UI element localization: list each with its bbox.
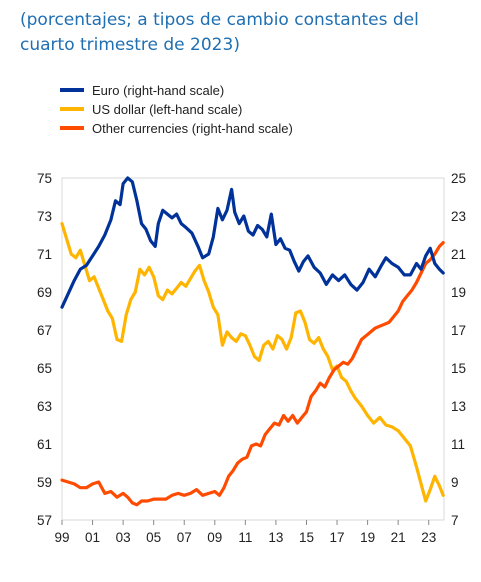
- x-tick-label: 99: [54, 530, 69, 545]
- right-tick-label: 11: [451, 437, 465, 452]
- left-tick-label: 61: [37, 437, 52, 452]
- left-tick-label: 73: [37, 209, 52, 224]
- x-axis: 99 01 03 05 07 09 11 13 15 17 19 21 23: [54, 520, 436, 545]
- right-tick-label: 7: [451, 513, 459, 528]
- series-line-2: [60, 241, 445, 507]
- right-tick-label: 15: [451, 361, 466, 376]
- x-tick-label: 01: [85, 530, 100, 545]
- x-tick-label: 03: [116, 530, 131, 545]
- right-tick-label: 13: [451, 399, 466, 414]
- left-tick-label: 69: [37, 285, 52, 300]
- right-axis: 25 23 21 19 17 15 13 11 9 7: [451, 171, 466, 528]
- legend-label: Other currencies (right-hand scale): [92, 121, 293, 136]
- left-tick-label: 59: [37, 475, 52, 490]
- left-tick-label: 65: [37, 361, 52, 376]
- x-tick-label: 11: [238, 530, 252, 545]
- x-tick-label: 09: [207, 530, 222, 545]
- legend-label: Euro (right-hand scale): [92, 83, 224, 98]
- left-axis: 75 73 71 69 67 65 63 61 59 57: [37, 171, 52, 528]
- left-tick-label: 57: [37, 513, 52, 528]
- series-line-1: [60, 222, 445, 503]
- plot-frame: [61, 177, 445, 521]
- x-tick-label: 15: [299, 530, 314, 545]
- x-tick-label: 05: [146, 530, 161, 545]
- left-tick-label: 63: [37, 399, 52, 414]
- right-tick-label: 9: [451, 475, 459, 490]
- x-tick-label: 13: [268, 530, 283, 545]
- x-tick-label: 21: [391, 530, 406, 545]
- left-tick-label: 75: [37, 171, 52, 186]
- chart-subtitle: (porcentajes; a tipos de cambio constant…: [20, 10, 419, 55]
- right-tick-label: 19: [451, 285, 466, 300]
- right-tick-label: 23: [451, 209, 466, 224]
- legend-label: US dollar (left-hand scale): [92, 102, 242, 117]
- x-tick-label: 17: [330, 530, 345, 545]
- left-tick-label: 71: [37, 247, 52, 262]
- right-tick-label: 17: [451, 323, 466, 338]
- x-tick-label: 23: [421, 530, 436, 545]
- legend: Euro (right-hand scale) US dollar (left-h…: [60, 83, 293, 136]
- series-layer: [60, 176, 445, 507]
- left-tick-label: 67: [37, 323, 52, 338]
- x-tick-label: 19: [360, 530, 375, 545]
- right-tick-label: 21: [451, 247, 466, 262]
- right-tick-label: 25: [451, 171, 466, 186]
- x-tick-label: 07: [177, 530, 192, 545]
- series-line-0: [60, 176, 445, 309]
